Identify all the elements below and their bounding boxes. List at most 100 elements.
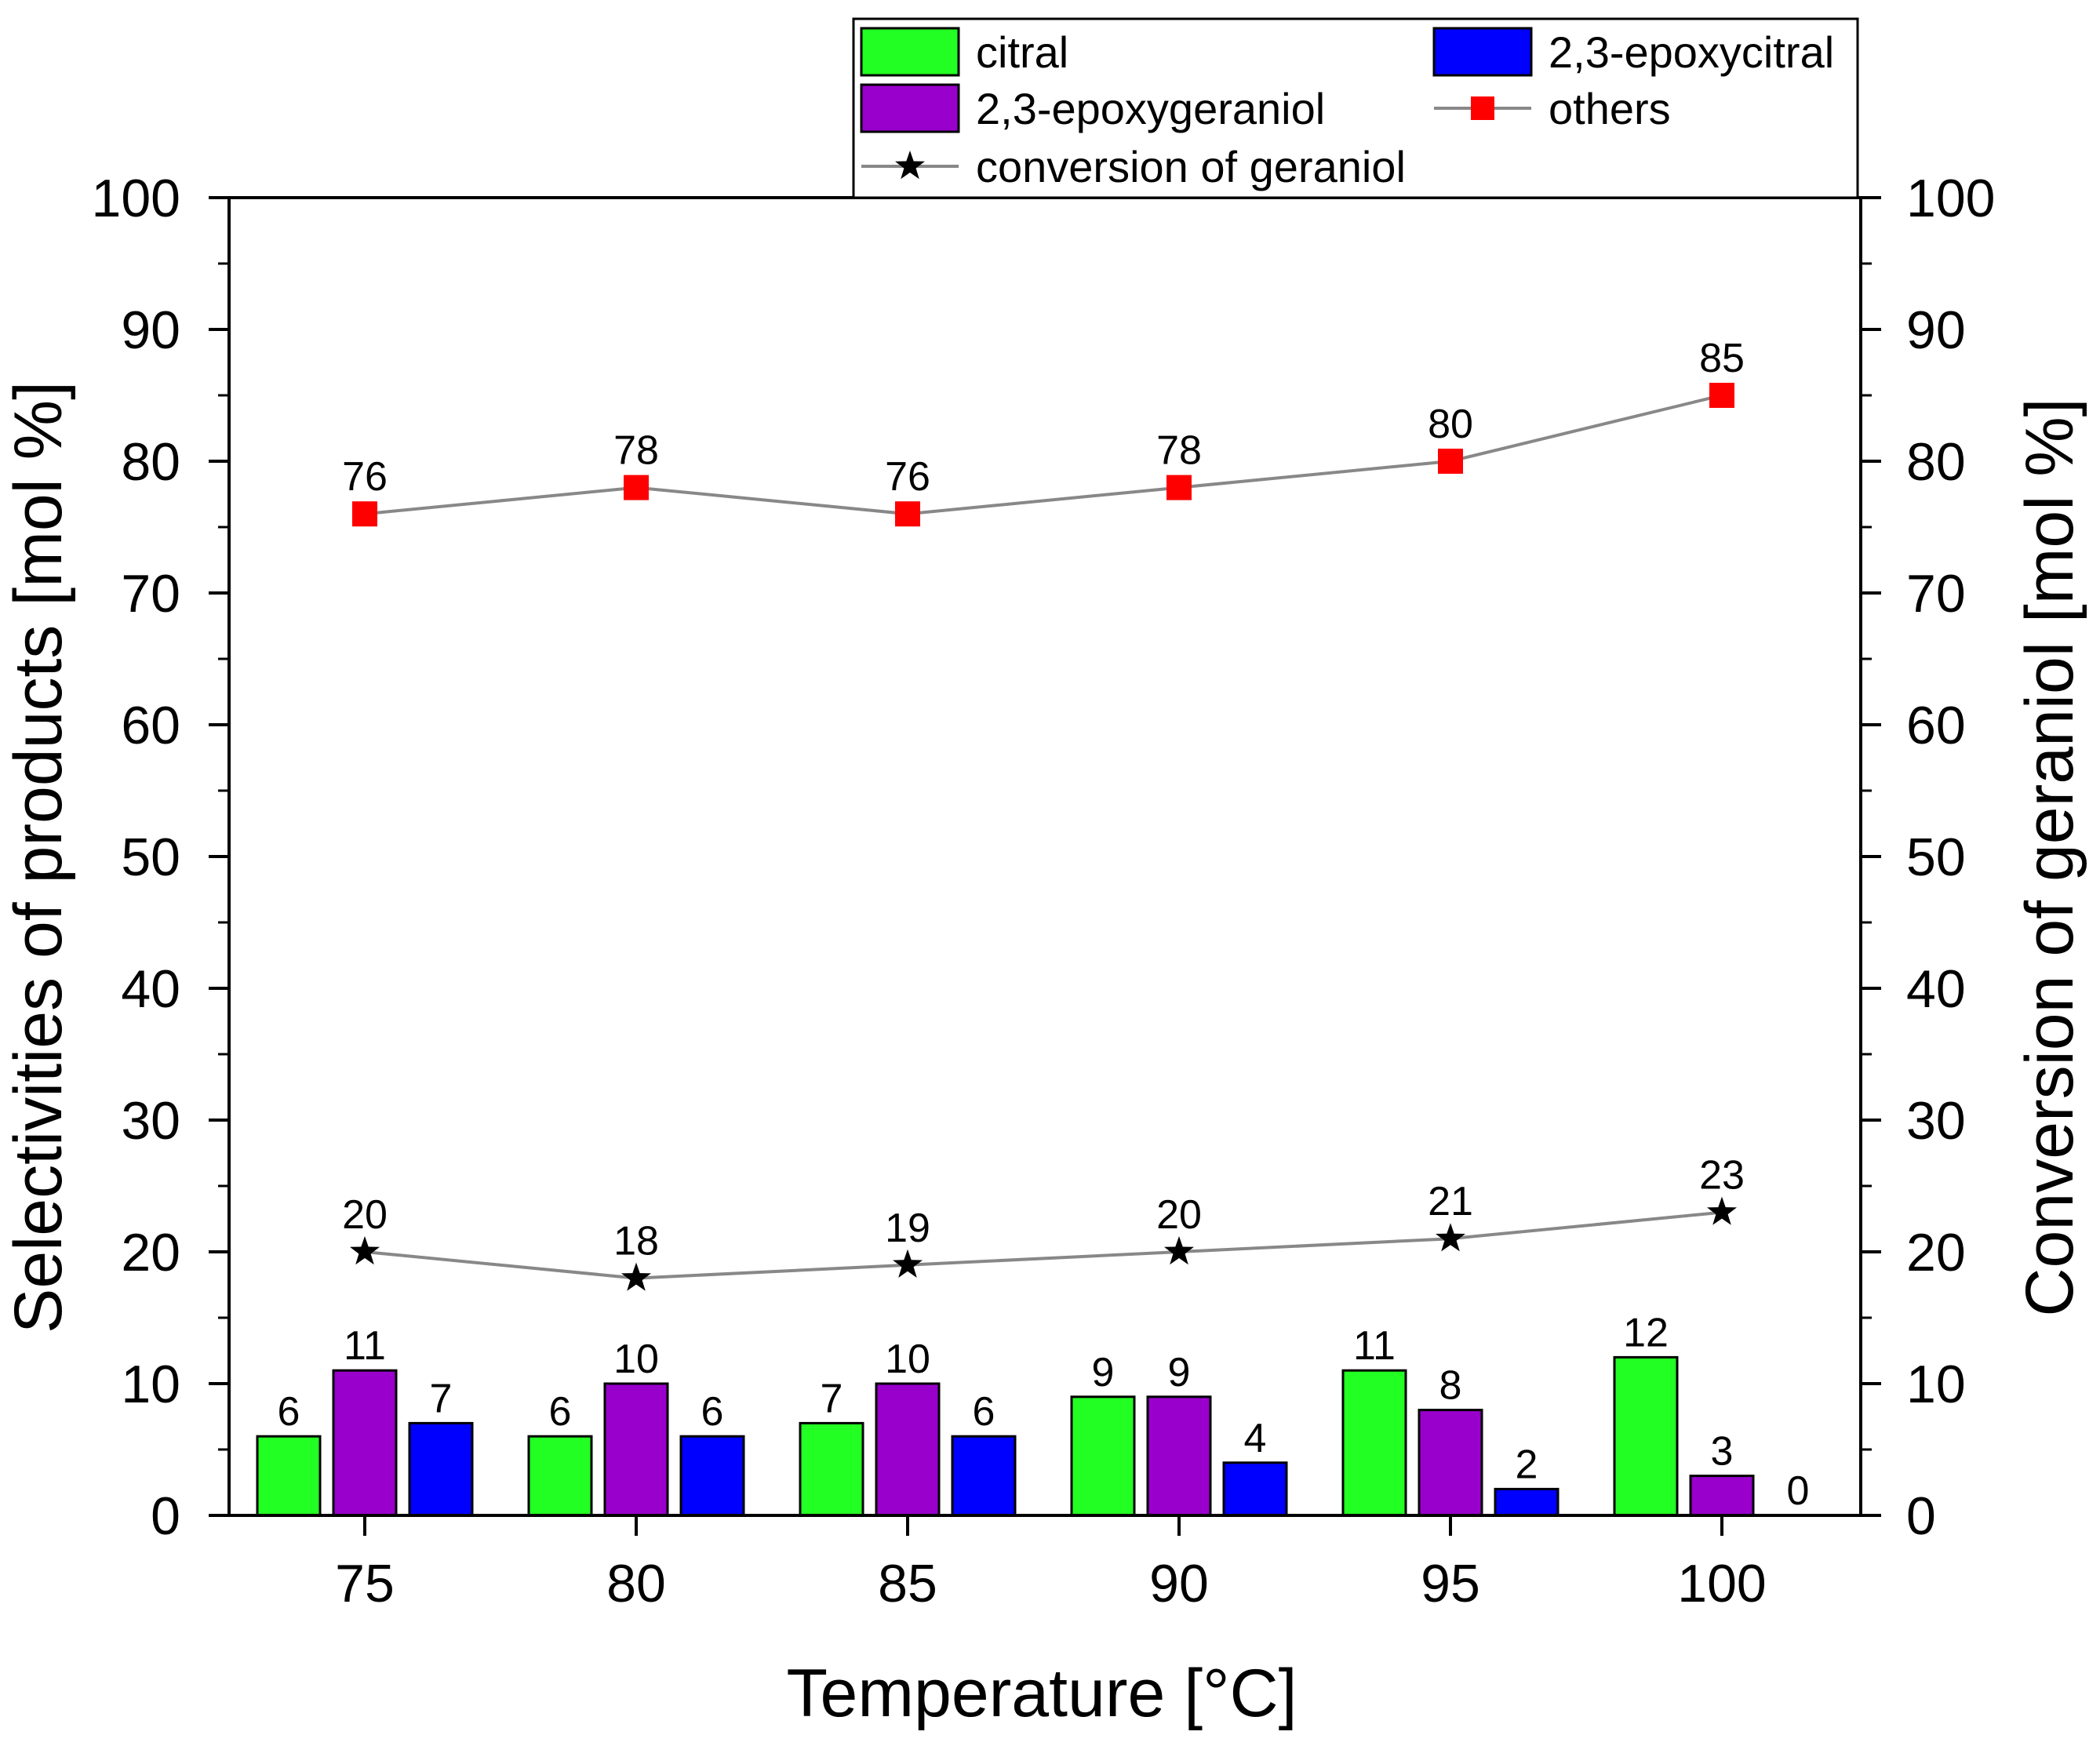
y-tick-label-right: 10 [1906,1355,1966,1414]
x-axis-title: Temperature [°C] [787,1656,1297,1731]
y-axis-title-left: Selectivities of products [mol %] [1,381,76,1333]
bar-value-label: 11 [344,1323,386,1369]
x-tick-label: 75 [335,1554,395,1613]
bar-citral [1070,1395,1136,1517]
bar-value-label: 9 [1168,1350,1191,1395]
marker-others [895,501,920,527]
y-tick-label-left: 30 [121,1091,180,1151]
bar-2-3-epoxycitral [951,1435,1017,1517]
marker-conversion [1164,1236,1194,1265]
bar-value-label: 6 [549,1389,572,1435]
y-tick-label-right: 30 [1906,1091,1966,1151]
legend-label: 2,3-epoxygeraniol [976,84,1325,133]
bar-value-label: 9 [1092,1350,1115,1395]
y-tick-label-left: 70 [121,564,180,624]
y-tick-label-right: 0 [1906,1486,1936,1546]
y-tick-label-right: 40 [1906,959,1966,1019]
marker-others [624,475,649,500]
y-tick-label-right: 20 [1906,1223,1966,1282]
y-tick-label-right: 50 [1906,828,1966,887]
bar-value-label: 0 [1787,1468,1810,1514]
marker-others [1166,475,1192,500]
point-value-label: 78 [1156,428,1202,474]
bar-2-3-epoxycitral [679,1435,745,1517]
marker-conversion [893,1249,923,1278]
legend-swatch [1432,27,1533,77]
plot-frame [227,196,1862,1517]
bar-citral [527,1435,593,1517]
legend-label: conversion of geraniol [976,142,1406,191]
legend-item-2-3-epoxycitral: 2,3-epoxycitral [1432,27,1834,77]
y-axis-title-right: Conversion of geraniol [mol %] [2012,398,2087,1316]
marker-conversion [621,1262,651,1291]
point-value-label: 76 [342,454,388,500]
y-tick-label-right: 90 [1906,300,1966,360]
point-value-label: 19 [885,1206,930,1251]
legend: citral 2,3-epoxycitral 2,3-epoxygeraniol ot… [852,17,1859,199]
bar-value-label: 7 [430,1376,453,1421]
marker-others [1709,383,1734,408]
bar-value-label: 10 [613,1337,659,1382]
bar-2-3-epoxycitral [408,1421,474,1517]
marker-others [352,501,377,527]
legend-label: citral [976,27,1068,77]
bar-2-3-epoxygeraniol [1418,1409,1483,1517]
x-tick-label: 95 [1421,1554,1480,1613]
bar-value-label: 10 [885,1337,930,1382]
bar-2-3-epoxycitral [1494,1487,1560,1517]
point-value-label: 20 [342,1192,388,1238]
bar-value-label: 2 [1516,1442,1538,1487]
marker-conversion [1707,1196,1737,1225]
y-tick-label-right: 70 [1906,564,1966,624]
y-tick-label-right: 60 [1906,696,1966,755]
bar-citral [256,1435,322,1517]
marker-conversion [1436,1223,1465,1252]
point-value-label: 78 [613,428,659,474]
y-tick-label-left: 20 [121,1223,180,1282]
bar-value-label: 12 [1623,1310,1669,1355]
bar-value-label: 4 [1244,1416,1267,1461]
bar-citral [1613,1355,1679,1517]
y-tick-label-left: 40 [121,959,180,1019]
bar-2-3-epoxygeraniol [875,1382,941,1517]
marker-conversion [350,1236,380,1265]
point-value-label: 20 [1156,1192,1202,1238]
line-others [364,394,1723,516]
bar-citral [1341,1369,1407,1517]
marker-others [1438,449,1463,474]
y-tick-label-left: 0 [151,1486,180,1546]
legend-label: others [1549,84,1671,133]
bar-2-3-epoxygeraniol [603,1382,669,1517]
bar-value-label: 6 [973,1389,995,1435]
bar-value-label: 6 [701,1389,724,1435]
x-tick-label: 90 [1149,1554,1209,1613]
legend-item-2-3-epoxygeraniol: 2,3-epoxygeraniol [860,83,1325,133]
y-tick-label-left: 10 [121,1355,180,1414]
legend-label: 2,3-epoxycitral [1549,27,1834,77]
point-value-label: 85 [1699,336,1745,381]
line-conversion-of-geraniol [364,1210,1723,1280]
legend-marker [1471,96,1494,120]
x-tick-label: 80 [606,1554,666,1613]
y-tick-label-right: 100 [1906,169,1995,228]
y-tick-label-right: 80 [1906,432,1966,492]
bar-value-label: 11 [1353,1323,1396,1369]
point-value-label: 76 [885,454,930,500]
y-tick-label-left: 60 [121,696,180,755]
x-tick-label: 100 [1677,1554,1766,1613]
legend-item-conversion-of-geraniol: conversion of geraniol [861,142,1406,191]
y-tick-label-left: 80 [121,432,180,492]
legend-item-others: others [1434,84,1671,133]
bar-citral [799,1421,864,1517]
point-value-label: 80 [1428,402,1473,447]
bar-value-label: 3 [1711,1429,1734,1475]
bar-value-label: 6 [278,1389,300,1435]
y-tick-label-left: 90 [121,300,180,360]
y-tick-label-left: 100 [92,169,180,228]
legend-item-citral: citral [860,27,1068,77]
bar-value-label: 7 [821,1376,843,1421]
bar-2-3-epoxycitral [1222,1461,1288,1517]
